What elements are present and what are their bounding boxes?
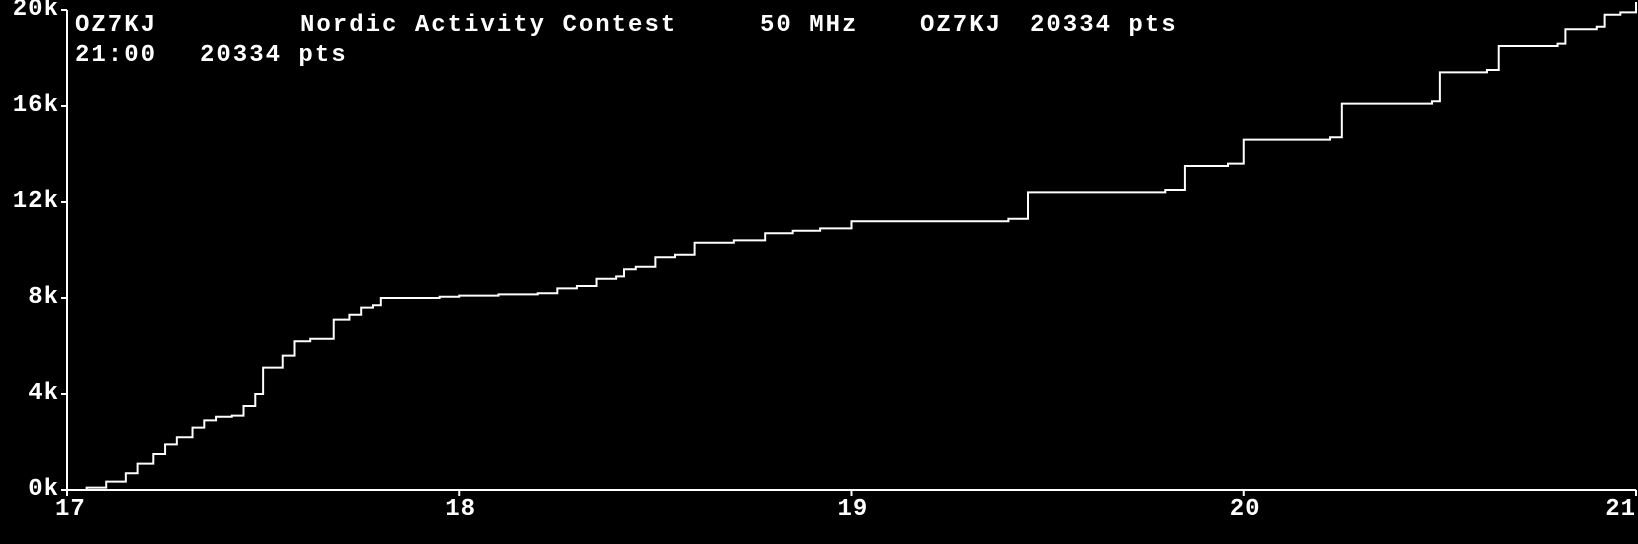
x-tick-label: 17 xyxy=(55,496,86,523)
header-callsign-right: OZ7KJ xyxy=(920,12,1002,39)
x-tick-label: 21 xyxy=(1605,496,1636,523)
chart-container: OZ7KJ Nordic Activity Contest 50 MHz OZ7… xyxy=(0,0,1638,544)
y-tick-label: 4k xyxy=(28,380,59,407)
chart-svg xyxy=(0,0,1638,544)
header-time: 21:00 xyxy=(75,42,157,69)
y-tick-label: 16k xyxy=(13,92,59,119)
header-callsign-left: OZ7KJ xyxy=(75,12,157,39)
y-tick-label: 20k xyxy=(13,0,59,23)
y-tick-label: 8k xyxy=(28,284,59,311)
score-step-line xyxy=(67,2,1636,490)
header-points-line2: 20334 pts xyxy=(200,42,348,69)
x-tick-label: 20 xyxy=(1230,496,1261,523)
x-tick-label: 18 xyxy=(445,496,476,523)
header-contest-name: Nordic Activity Contest xyxy=(300,12,677,39)
x-tick-label: 19 xyxy=(838,496,869,523)
header-band: 50 MHz xyxy=(760,12,858,39)
header-points: 20334 pts xyxy=(1030,12,1178,39)
y-tick-label: 12k xyxy=(13,188,59,215)
